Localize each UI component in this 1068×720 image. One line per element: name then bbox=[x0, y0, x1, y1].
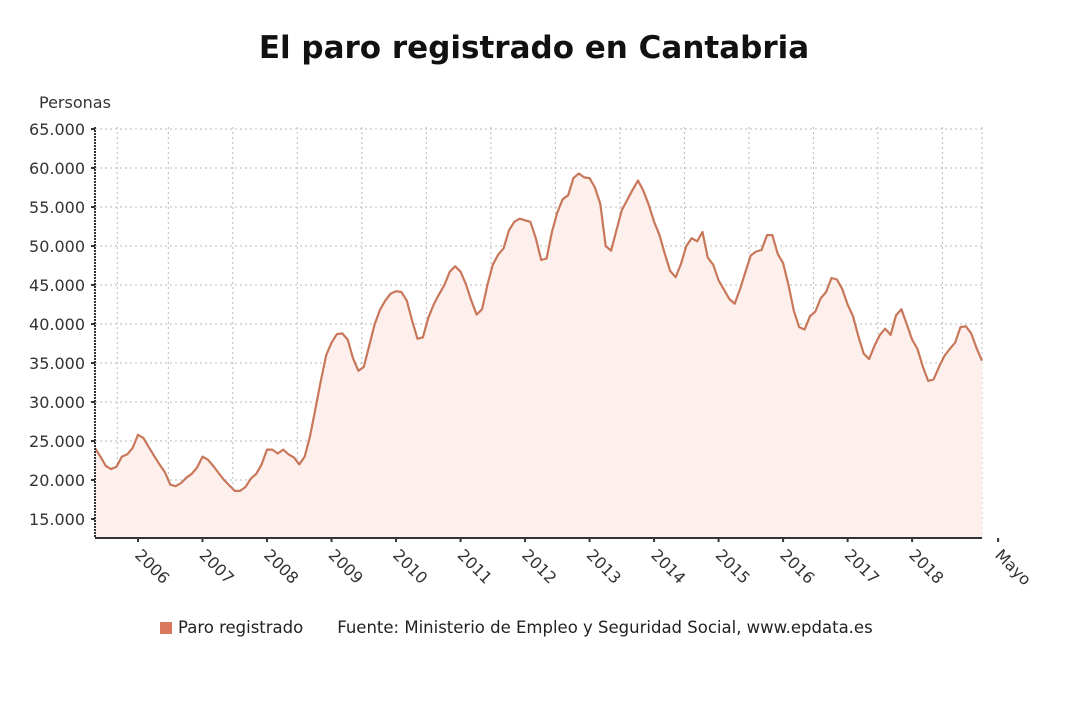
legend-swatch-paro-registrado bbox=[160, 621, 172, 634]
x-tick-labels: 2006 2007 2008 2009 2010 2011 2012 2013 2014 2015… bbox=[131, 545, 1035, 589]
y-tick-label: 15.000 bbox=[29, 510, 85, 529]
chart-title: El paro registrado en Cantabria bbox=[258, 30, 810, 66]
x-tick-label: 2006 bbox=[131, 545, 173, 587]
axes bbox=[91, 127, 1000, 542]
series-area-fill bbox=[95, 173, 982, 538]
x-tick-label: 2010 bbox=[389, 545, 431, 587]
source-note: Fuente: Ministerio de Empleo y Seguridad… bbox=[337, 618, 873, 637]
x-tick-label: 2017 bbox=[841, 545, 883, 587]
x-tick-label: 2016 bbox=[776, 545, 818, 587]
x-tick-label: 2011 bbox=[454, 545, 496, 587]
y-tick-label: 35.000 bbox=[29, 354, 85, 373]
y-tick-label: 55.000 bbox=[29, 198, 85, 217]
y-tick-label: 45.000 bbox=[29, 276, 85, 295]
x-tick-label: Mayo bbox=[991, 545, 1035, 589]
y-tick-label: 25.000 bbox=[29, 432, 85, 451]
x-tick-label: 2007 bbox=[196, 545, 238, 587]
x-tick-label: 2014 bbox=[647, 545, 689, 587]
y-tick-label: 65.000 bbox=[29, 120, 85, 139]
y-tick-label: 50.000 bbox=[29, 237, 85, 256]
y-axis-label: Personas bbox=[39, 93, 111, 112]
y-tick-label: 60.000 bbox=[29, 159, 85, 178]
x-tick-label: 2009 bbox=[325, 545, 367, 587]
x-tick-label: 2008 bbox=[260, 545, 302, 587]
series-line-paro-registrado bbox=[94, 172, 984, 492]
legend-label-paro-registrado: Paro registrado bbox=[178, 618, 304, 637]
y-tick-label: 40.000 bbox=[29, 315, 85, 334]
x-tick-label: 2018 bbox=[905, 545, 947, 587]
x-tick-label: 2013 bbox=[583, 545, 625, 587]
y-tick-labels: 15.000 20.000 25.000 30.000 35.000 40.000 45.0… bbox=[29, 120, 85, 529]
y-tick-label: 20.000 bbox=[29, 471, 85, 490]
x-tick-label: 2015 bbox=[712, 545, 754, 587]
y-tick-label: 30.000 bbox=[29, 393, 85, 412]
x-tick-label: 2012 bbox=[518, 545, 560, 587]
legend: Paro registrado Fuente: Ministerio de Em… bbox=[160, 618, 873, 637]
